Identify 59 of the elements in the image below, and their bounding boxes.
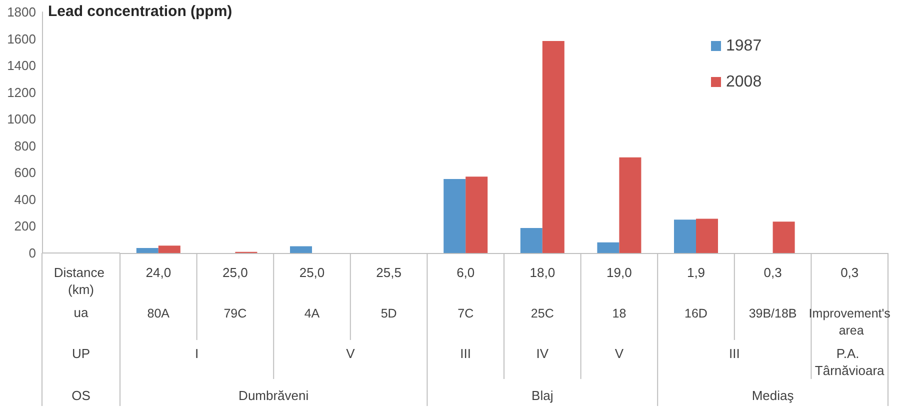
y-tick-label: 400 <box>14 192 36 207</box>
y-tick-label: 800 <box>14 138 36 154</box>
bar <box>597 242 620 253</box>
text: ua <box>74 305 89 320</box>
y-tick-label: 600 <box>14 165 36 180</box>
x-tick-label: 7C <box>458 306 474 320</box>
bar <box>466 176 488 253</box>
y-tick-label: 1200 <box>7 84 36 100</box>
text: Mediaş <box>752 388 794 403</box>
text: III <box>728 346 740 361</box>
x-tick-label: 39B/18B <box>748 306 797 320</box>
y-tick-label: 1600 <box>7 31 36 46</box>
y-tick-label: 1400 <box>7 58 36 74</box>
bar <box>674 220 696 253</box>
text: UP <box>72 346 90 361</box>
bar <box>772 222 795 253</box>
text: 0,3 <box>764 265 782 280</box>
text: 24,0 <box>146 265 172 280</box>
x-tick-label: 16D <box>684 306 708 320</box>
text: 18,0 <box>530 265 556 280</box>
y-tick-label: 0 <box>28 246 36 260</box>
bar <box>619 157 642 253</box>
x-tick-label: 25C <box>530 306 554 320</box>
y-axis-title: Lead concentration (ppm) <box>48 3 232 20</box>
text: 0,3 <box>840 265 859 280</box>
y-tick-label: 1800 <box>7 4 36 20</box>
text: OS <box>72 388 91 403</box>
text: 1,9 <box>686 265 706 280</box>
bar <box>444 178 466 253</box>
legend-label: 1987 <box>726 38 762 54</box>
text: Dumbrăveni <box>238 388 309 403</box>
bar <box>542 41 564 253</box>
text: V <box>614 346 624 361</box>
text: IV <box>536 346 549 361</box>
text: III <box>460 346 472 361</box>
x-tick-label: Improvement's area <box>808 306 890 338</box>
x-tick-label: 18 <box>612 306 626 320</box>
legend-label: 2008 <box>726 74 762 90</box>
y-tick-label: 200 <box>14 218 36 234</box>
text: P.A. Târnăvioara <box>814 346 886 378</box>
text: 6,0 <box>456 265 475 280</box>
text: Distance (km) <box>54 265 108 297</box>
x-tick-label: 5D <box>380 306 397 320</box>
text: 19,0 <box>606 265 632 280</box>
bar <box>290 246 312 253</box>
text: 25,0 <box>299 265 325 280</box>
bar <box>520 228 542 253</box>
text: I <box>194 346 199 361</box>
x-tick-label: 4A <box>304 306 320 320</box>
text: 25,5 <box>376 265 402 280</box>
bar <box>136 248 158 253</box>
text: V <box>346 346 356 361</box>
x-tick-label: 79C <box>224 306 247 320</box>
bar <box>158 246 180 253</box>
x-tick-label: 80A <box>147 306 170 320</box>
y-tick-label: 1000 <box>7 112 36 127</box>
text: 25,0 <box>222 265 248 280</box>
bar <box>696 218 718 253</box>
text: Blaj <box>532 388 554 403</box>
